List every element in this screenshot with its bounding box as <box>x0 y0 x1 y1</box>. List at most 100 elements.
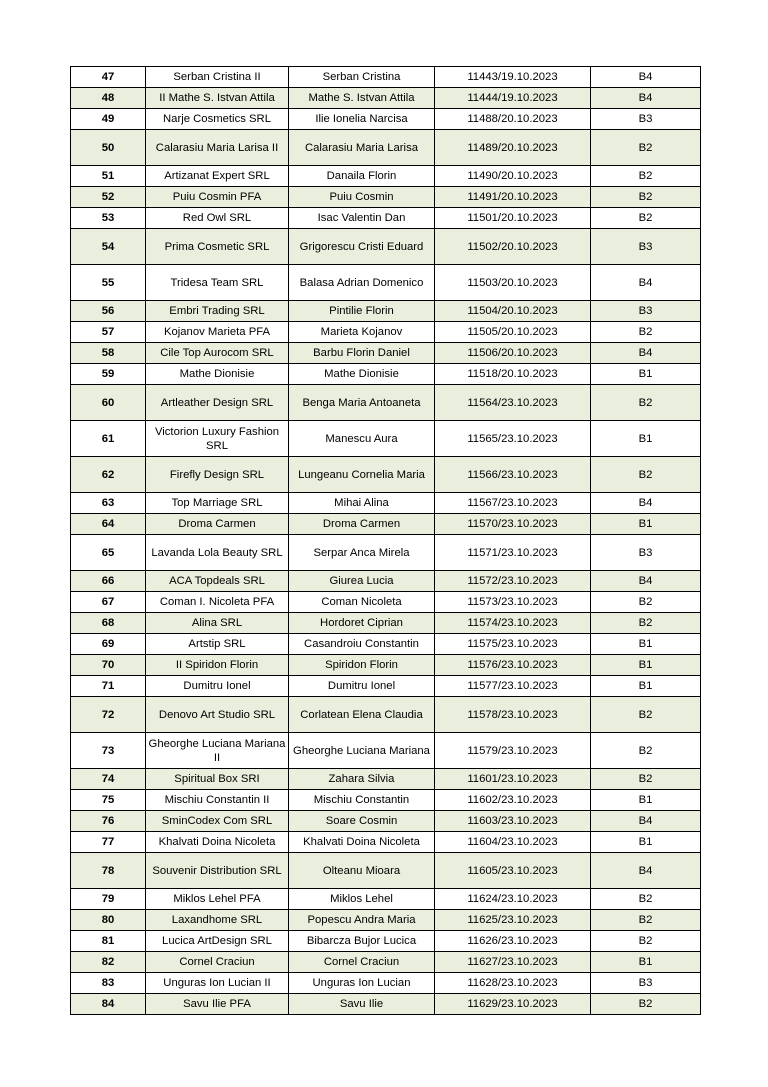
row-index: 64 <box>70 513 146 535</box>
row-index: 54 <box>70 228 146 265</box>
code-value: B4 <box>590 264 701 301</box>
document-number: 11504/20.10.2023 <box>434 300 591 322</box>
person-name: Manescu Aura <box>288 420 435 457</box>
row-index: 74 <box>70 768 146 790</box>
code-value: B2 <box>590 165 701 187</box>
code-value: B2 <box>590 591 701 613</box>
table-row: 69 Artstip SRL Casandroiu Constantin 11575/… <box>70 633 701 655</box>
row-index: 68 <box>70 612 146 634</box>
code-value: B4 <box>590 852 701 889</box>
table-row: 57 Kojanov Marieta PFA Marieta Kojanov 1150… <box>70 321 701 343</box>
table-row: 49 Narje Cosmetics SRL Ilie Ionelia Narcis… <box>70 108 701 130</box>
row-index: 71 <box>70 675 146 697</box>
table-row: 77 Khalvati Doina Nicoleta Khalvati Doina … <box>70 831 701 853</box>
entity-name: Mischiu Constantin II <box>145 789 289 811</box>
document-number: 11577/23.10.2023 <box>434 675 591 697</box>
table-row: 48 II Mathe S. Istvan Attila Mathe S. Istv… <box>70 87 701 109</box>
table-row: 74 Spiritual Box SRI Zahara Silvia 11601/23… <box>70 768 701 790</box>
row-index: 47 <box>70 66 146 88</box>
table-row: 63 Top Marriage SRL Mihai Alina 11567/23.10… <box>70 492 701 514</box>
entity-name: Denovo Art Studio SRL <box>145 696 289 733</box>
row-index: 81 <box>70 930 146 952</box>
document-number: 11570/23.10.2023 <box>434 513 591 535</box>
row-index: 52 <box>70 186 146 208</box>
table-row: 53 Red Owl SRL Isac Valentin Dan 11501/20.1… <box>70 207 701 229</box>
document-number: 11578/23.10.2023 <box>434 696 591 733</box>
entity-name: Artizanat Expert SRL <box>145 165 289 187</box>
row-index: 69 <box>70 633 146 655</box>
person-name: Spiridon Florin <box>288 654 435 676</box>
table-row: 66 ACA Topdeals SRL Giurea Lucia 11572/23.1… <box>70 570 701 592</box>
person-name: Hordoret Ciprian <box>288 612 435 634</box>
entity-name: Red Owl SRL <box>145 207 289 229</box>
row-index: 67 <box>70 591 146 613</box>
table-row: 81 Lucica ArtDesign SRL Bibarcza Bujor Luc… <box>70 930 701 952</box>
document-number: 11605/23.10.2023 <box>434 852 591 889</box>
person-name: Isac Valentin Dan <box>288 207 435 229</box>
table-row: 64 Droma Carmen Droma Carmen 11570/23.10.20… <box>70 513 701 535</box>
code-value: B4 <box>590 492 701 514</box>
table-row: 79 Miklos Lehel PFA Miklos Lehel 11624/23.1… <box>70 888 701 910</box>
code-value: B4 <box>590 342 701 364</box>
person-name: Miklos Lehel <box>288 888 435 910</box>
person-name: Marieta Kojanov <box>288 321 435 343</box>
person-name: Puiu Cosmin <box>288 186 435 208</box>
registry-table-body: 47 Serban Cristina II Serban Cristina 11443… <box>70 66 701 1015</box>
row-index: 65 <box>70 534 146 571</box>
document-number: 11572/23.10.2023 <box>434 570 591 592</box>
entity-name: Artstip SRL <box>145 633 289 655</box>
document-number: 11628/23.10.2023 <box>434 972 591 994</box>
code-value: B2 <box>590 321 701 343</box>
table-row: 52 Puiu Cosmin PFA Puiu Cosmin 11491/20.10.… <box>70 186 701 208</box>
document-number: 11489/20.10.2023 <box>434 129 591 166</box>
row-index: 51 <box>70 165 146 187</box>
document-number: 11626/23.10.2023 <box>434 930 591 952</box>
document-number: 11490/20.10.2023 <box>434 165 591 187</box>
code-value: B1 <box>590 789 701 811</box>
table-row: 73 Gheorghe Luciana Mariana II Gheorghe Lu… <box>70 732 701 769</box>
code-value: B2 <box>590 207 701 229</box>
table-row: 67 Coman I. Nicoleta PFA Coman Nicoleta 115… <box>70 591 701 613</box>
row-index: 73 <box>70 732 146 769</box>
document-number: 11567/23.10.2023 <box>434 492 591 514</box>
row-index: 66 <box>70 570 146 592</box>
entity-name: Lavanda Lola Beauty SRL <box>145 534 289 571</box>
code-value: B1 <box>590 831 701 853</box>
table-row: 47 Serban Cristina II Serban Cristina 11443… <box>70 66 701 88</box>
table-row: 80 Laxandhome SRL Popescu Andra Maria 11625… <box>70 909 701 931</box>
entity-name: Souvenir Distribution SRL <box>145 852 289 889</box>
person-name: Casandroiu Constantin <box>288 633 435 655</box>
table-row: 60 Artleather Design SRL Benga Maria Antoa… <box>70 384 701 421</box>
table-row: 76 SminCodex Com SRL Soare Cosmin 11603/23.… <box>70 810 701 832</box>
entity-name: Firefly Design SRL <box>145 456 289 493</box>
document-number: 11566/23.10.2023 <box>434 456 591 493</box>
entity-name: Serban Cristina II <box>145 66 289 88</box>
row-index: 63 <box>70 492 146 514</box>
row-index: 84 <box>70 993 146 1015</box>
entity-name: Victorion Luxury Fashion SRL <box>145 420 289 457</box>
person-name: Mihai Alina <box>288 492 435 514</box>
person-name: Pintilie Florin <box>288 300 435 322</box>
code-value: B1 <box>590 420 701 457</box>
person-name: Mathe S. Istvan Attila <box>288 87 435 109</box>
document-number: 11564/23.10.2023 <box>434 384 591 421</box>
document-number: 11624/23.10.2023 <box>434 888 591 910</box>
document-number: 11518/20.10.2023 <box>434 363 591 385</box>
row-index: 56 <box>70 300 146 322</box>
table-row: 72 Denovo Art Studio SRL Corlatean Elena C… <box>70 696 701 733</box>
registry-table: 47 Serban Cristina II Serban Cristina 11443… <box>70 66 701 1015</box>
table-row: 55 Tridesa Team SRL Balasa Adrian Domenico… <box>70 264 701 301</box>
person-name: Popescu Andra Maria <box>288 909 435 931</box>
person-name: Cornel Craciun <box>288 951 435 973</box>
row-index: 53 <box>70 207 146 229</box>
row-index: 82 <box>70 951 146 973</box>
person-name: Dumitru Ionel <box>288 675 435 697</box>
code-value: B2 <box>590 186 701 208</box>
person-name: Olteanu Mioara <box>288 852 435 889</box>
document-number: 11627/23.10.2023 <box>434 951 591 973</box>
code-value: B1 <box>590 633 701 655</box>
person-name: Bibarcza Bujor Lucica <box>288 930 435 952</box>
entity-name: Puiu Cosmin PFA <box>145 186 289 208</box>
person-name: Serpar Anca Mirela <box>288 534 435 571</box>
